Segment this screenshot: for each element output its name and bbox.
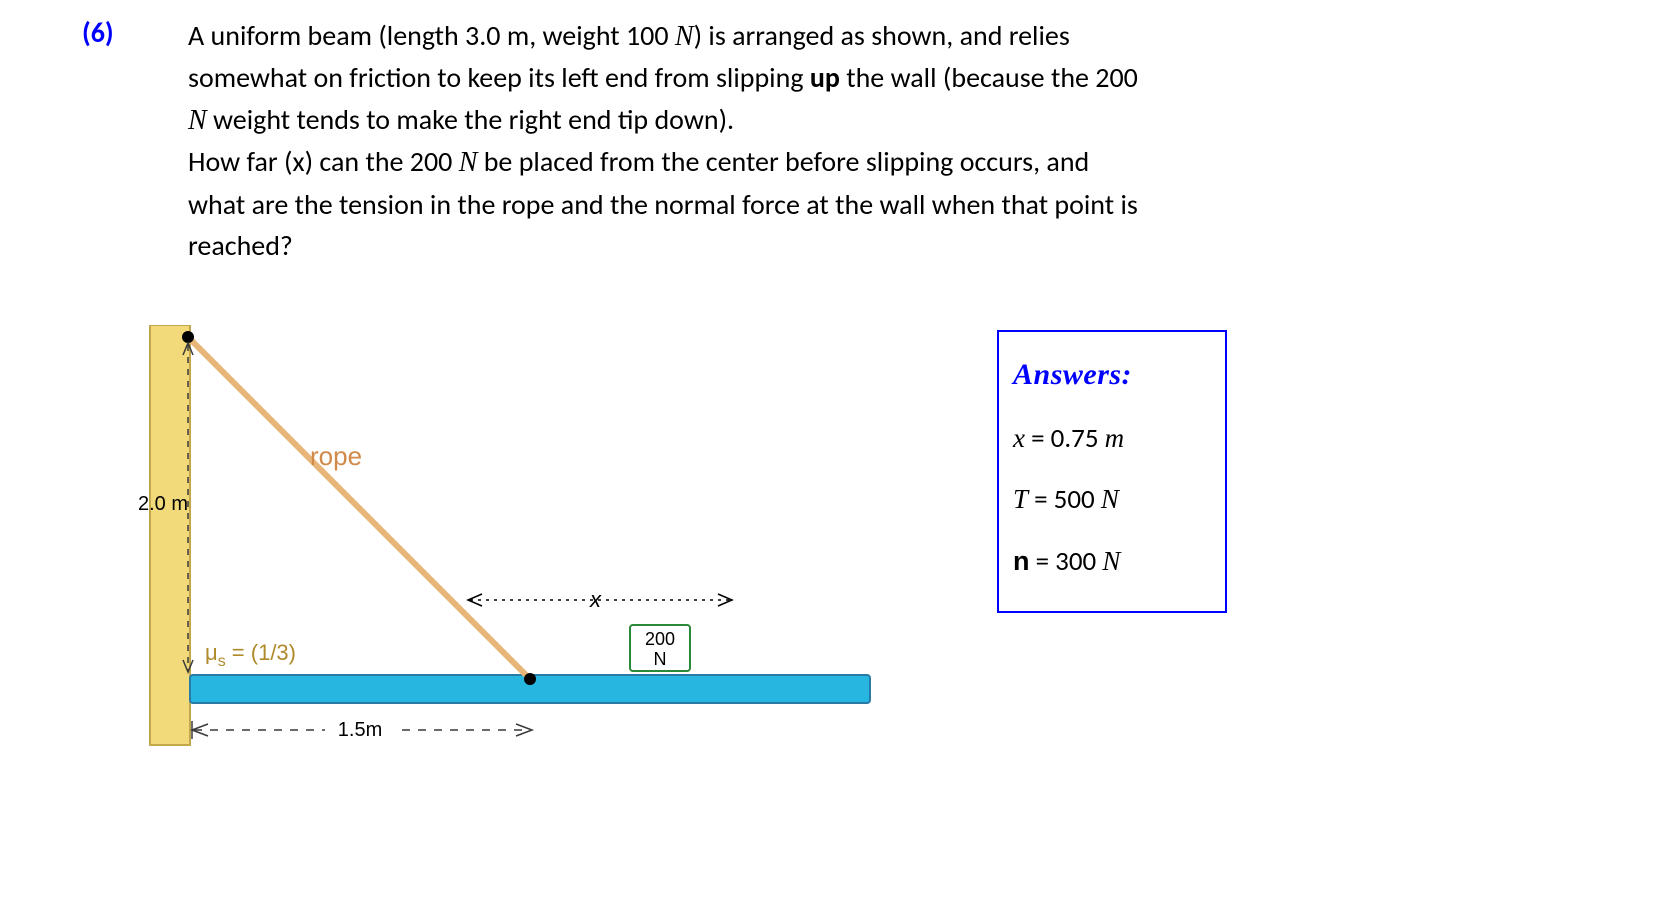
q-line2: somewhat on friction to keep its left en… [188, 60, 810, 95]
q-line2-end: the wall (because the 200 [840, 60, 1138, 95]
q-line4b: be placed from the center before slippin… [477, 144, 1089, 179]
height-label: 2.0 m [138, 493, 188, 515]
answer-t: T = 500 N [1013, 474, 1211, 525]
mu-symbol: μ [205, 640, 218, 665]
answer-x-unit: m [1105, 423, 1125, 453]
answer-n-unit: N [1102, 546, 1120, 576]
weight-value: 200 [645, 629, 675, 649]
answer-n: n = 300 N [1013, 536, 1211, 587]
x-label: x [589, 587, 602, 612]
answer-x-value: = 0.75 [1025, 422, 1105, 455]
mu-label: μs = (1/3) [205, 640, 296, 670]
symbol-N-3: N [459, 147, 478, 178]
answers-title: Answers: [1013, 346, 1211, 403]
q-line1a: A uniform beam (length 3.0 m, weight 100 [188, 18, 675, 53]
physics-diagram: 2.0 m rope μs = (1/3) x 200 N 1.5m [130, 325, 930, 805]
answer-t-unit: N [1101, 484, 1119, 514]
answers-box: Answers: x = 0.75 m T = 500 N n = 300 N [997, 330, 1227, 613]
mu-value: = (1/3) [226, 640, 296, 665]
base-dim-label: 1.5m [338, 719, 382, 741]
rope [188, 337, 530, 679]
q-line3: weight tends to make the right end tip d… [207, 102, 734, 137]
q-line4a: How far (x) can the 200 [188, 144, 459, 179]
answer-x-label: x [1013, 423, 1025, 453]
mu-sub: s [218, 653, 226, 670]
q-line5: what are the tension in the rope and the… [188, 187, 1138, 222]
rope-label: rope [310, 441, 362, 471]
q-line2-bold: up [810, 60, 840, 95]
answer-n-label: n [1013, 546, 1030, 576]
symbol-N-2: N [188, 105, 207, 136]
q-line1b: ) is arranged as shown, and relies [694, 18, 1070, 53]
q-line6: reached? [188, 228, 293, 263]
answer-n-value: = 300 [1030, 545, 1103, 578]
answer-t-label: T [1013, 484, 1028, 514]
answer-x: x = 0.75 m [1013, 413, 1211, 464]
page: (6) A uniform beam (length 3.0 m, weight… [0, 0, 1667, 911]
symbol-N-1: N [675, 21, 694, 52]
question-text: A uniform beam (length 3.0 m, weight 100… [188, 15, 1558, 267]
rope-bottom-joint [524, 673, 536, 685]
diagram-svg: 2.0 m rope μs = (1/3) x 200 N 1.5m [130, 325, 930, 805]
answer-t-value: = 500 [1028, 483, 1101, 516]
question-number: (6) [82, 15, 114, 50]
weight-unit: N [654, 649, 667, 669]
wall [150, 325, 190, 745]
